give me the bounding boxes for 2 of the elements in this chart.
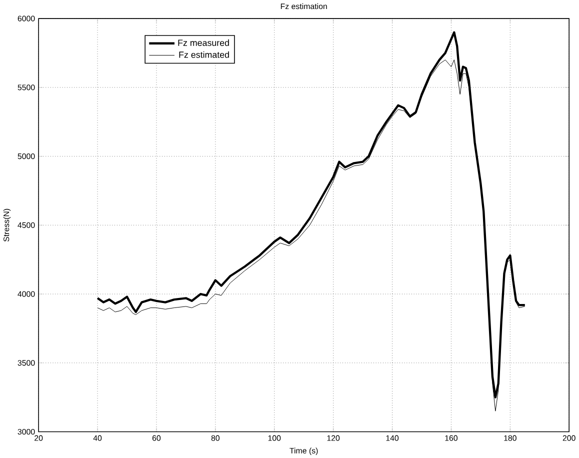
legend-label: Fz measured bbox=[178, 39, 229, 46]
legend-label: Fz estimated bbox=[179, 51, 229, 58]
